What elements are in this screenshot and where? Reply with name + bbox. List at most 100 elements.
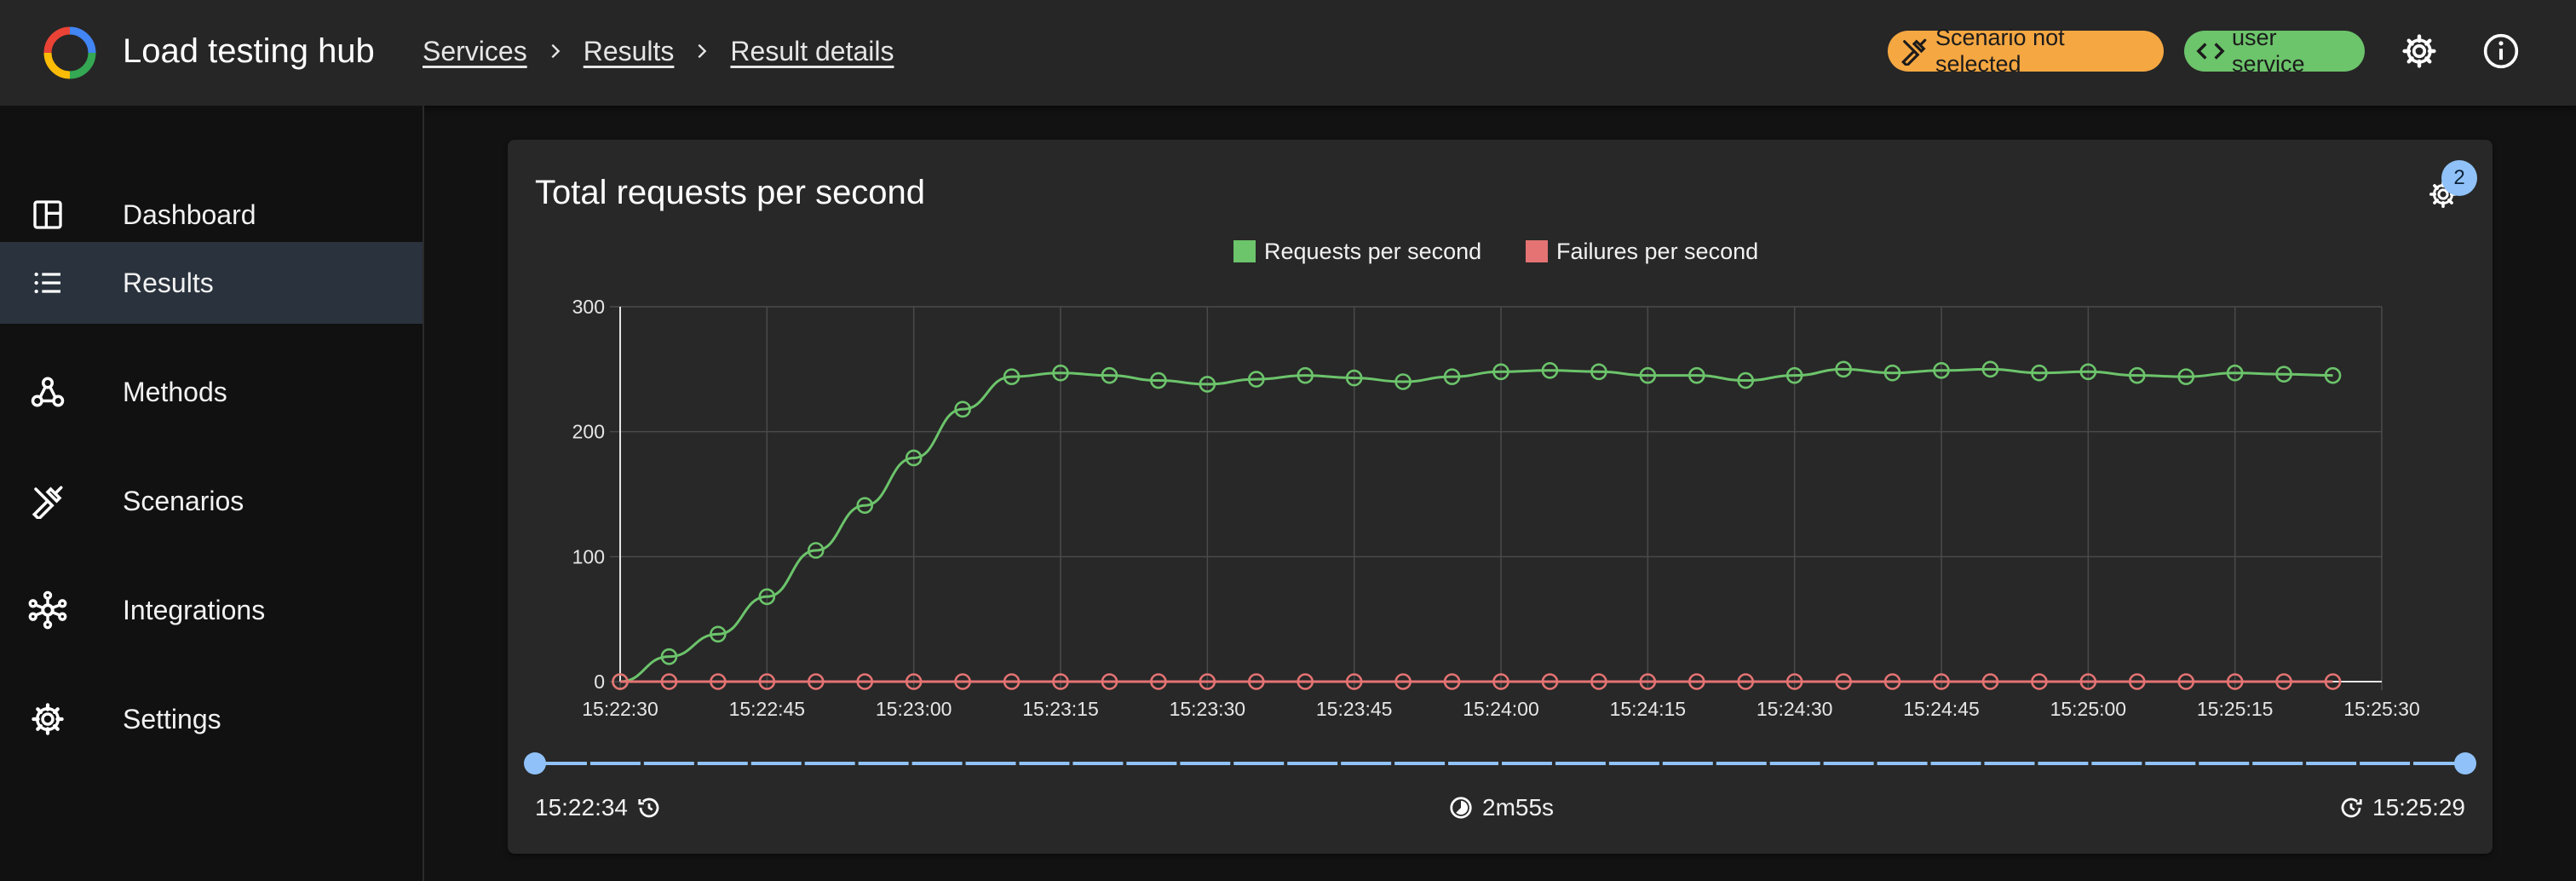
series-line-requests [619, 367, 2333, 683]
data-point [660, 673, 678, 690]
data-point [1785, 366, 1803, 384]
data-point [1835, 673, 1852, 690]
data-point [1492, 673, 1509, 690]
sidebar-item-methods[interactable]: Methods [0, 351, 423, 433]
data-point [1541, 361, 1559, 379]
card-title: Total requests per second [535, 174, 926, 211]
data-point [2079, 673, 2097, 690]
sidebar-item-label: Methods [123, 376, 227, 407]
x-tick-label: 15:23:45 [1316, 698, 1393, 720]
slider-handle-end[interactable] [2454, 752, 2476, 774]
data-point [2177, 673, 2195, 690]
service-chip-label: user service [2232, 25, 2305, 77]
x-tick-label: 15:23:30 [1170, 698, 1246, 720]
data-point [954, 673, 971, 690]
data-point [1590, 363, 1607, 381]
x-tick-label: 15:23:00 [876, 698, 952, 720]
data-point [710, 673, 727, 690]
data-point [1052, 364, 1069, 382]
data-point [2324, 673, 2342, 690]
data-point [2128, 366, 2146, 384]
data-point [2031, 673, 2048, 690]
data-point [1443, 673, 1461, 690]
tools-icon [26, 479, 70, 523]
update-icon [2338, 795, 2364, 821]
data-point [905, 673, 923, 690]
data-point [807, 542, 825, 559]
data-point [2079, 363, 2097, 381]
data-point [1688, 366, 1705, 384]
data-point [1247, 673, 1265, 690]
sidebar-item-results[interactable]: Results [0, 242, 423, 324]
gear-icon [26, 697, 70, 741]
service-chip[interactable]: user service [2184, 25, 2365, 77]
app-logo-icon[interactable] [43, 26, 97, 80]
data-point [710, 625, 727, 643]
data-point [1101, 366, 1118, 384]
data-point [612, 673, 629, 690]
data-point [1394, 373, 1412, 390]
requests-chart[interactable]: 15:22:30 15:22:45 15:23:00 15:23:15 15:23:30… [508, 140, 2493, 745]
range-duration: 2m55s [1448, 794, 1554, 821]
sidebar-item-integrations[interactable]: Integrations [0, 569, 423, 651]
hub-icon [26, 588, 70, 632]
data-point [1345, 369, 1363, 387]
webhook-icon [26, 370, 70, 414]
chart-card: Total requests per second 2 15:22:30 15:2… [508, 140, 2493, 854]
data-point [1297, 673, 1314, 690]
legend-swatch [1526, 240, 1548, 262]
info-icon[interactable] [2481, 31, 2521, 72]
duration-label: 2m55s [1482, 794, 1555, 821]
scenario-chip[interactable]: Scenario not selected [1888, 25, 2164, 77]
chevron-right-icon [674, 42, 730, 60]
data-point [1835, 360, 1852, 378]
range-start-label: 15:22:34 [535, 794, 628, 821]
y-tick-label: 100 [572, 545, 605, 567]
range-end: 15:25:29 [2338, 794, 2465, 821]
sidebar-item-label: Scenarios [123, 485, 244, 516]
breadcrumb-services[interactable]: Services [423, 35, 527, 66]
app-title[interactable]: Load testing hub [123, 32, 375, 70]
sidebar-item-label: Results [123, 267, 214, 298]
data-point [1150, 673, 1167, 690]
tools-icon [1900, 37, 1929, 66]
x-tick-label: 15:23:15 [1022, 698, 1099, 720]
data-point [1981, 673, 1999, 690]
breadcrumb-results[interactable]: Results [583, 35, 675, 66]
sidebar-item-settings[interactable]: Settings [0, 678, 423, 760]
sidebar-item-label: Integrations [123, 594, 266, 625]
list-icon [26, 261, 70, 305]
data-point [2128, 673, 2146, 690]
slider-handle-start[interactable] [524, 752, 546, 774]
time-range-slider[interactable] [521, 746, 2479, 780]
sidebar: Dashboard Results Methods Scenarios Inte… [0, 106, 424, 881]
history-icon [636, 795, 662, 821]
data-point [1052, 673, 1069, 690]
data-point [758, 588, 776, 606]
y-tick-label: 200 [572, 421, 605, 443]
x-tick-label: 15:24:00 [1463, 698, 1539, 720]
data-point [1981, 360, 1999, 378]
code-icon [2196, 37, 2225, 66]
data-point [1639, 366, 1657, 384]
sidebar-item-dashboard[interactable]: Dashboard [0, 174, 423, 256]
data-point [1101, 673, 1118, 690]
data-point [2275, 366, 2292, 383]
range-start: 15:22:34 [535, 794, 662, 821]
data-point [1785, 673, 1803, 690]
sidebar-item-scenarios[interactable]: Scenarios [0, 460, 423, 542]
chevron-right-icon [527, 42, 584, 60]
data-point [1933, 361, 1950, 379]
data-point [1639, 673, 1657, 690]
data-point [807, 673, 825, 690]
legend-label: Requests per second [1264, 239, 1481, 264]
data-point [2226, 364, 2244, 382]
x-tick-label: 15:25:15 [2197, 698, 2274, 720]
gear-icon[interactable] [2399, 31, 2440, 72]
data-point [1492, 363, 1509, 381]
breadcrumb-result-details[interactable]: Result details [730, 35, 894, 66]
data-point [1541, 673, 1559, 690]
dashboard-icon [26, 193, 70, 237]
data-point [1883, 673, 1901, 690]
data-point [1737, 673, 1755, 690]
